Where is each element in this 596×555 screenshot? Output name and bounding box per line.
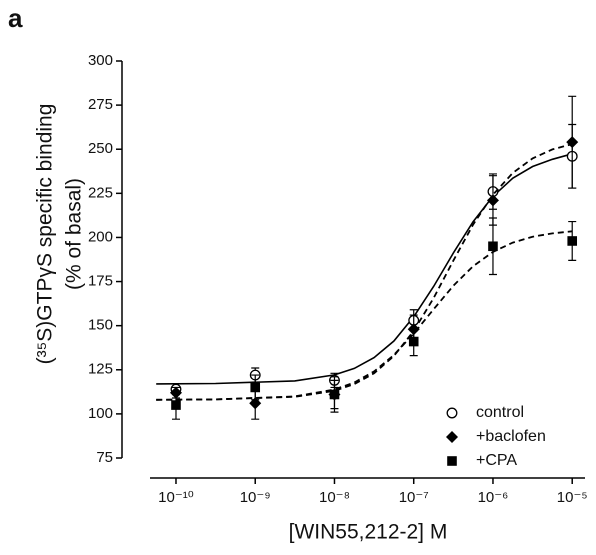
marker — [488, 241, 498, 252]
marker — [486, 194, 499, 207]
x-tick-label: 10⁻⁹ — [240, 489, 271, 506]
legend-label: control — [476, 404, 524, 421]
fit-curve — [156, 153, 573, 385]
x-tick-label: 10⁻¹⁰ — [158, 489, 194, 506]
x-axis-label: [WIN55,212-2] M — [289, 521, 448, 544]
fit-curve — [156, 230, 573, 401]
legend-label: +CPA — [476, 452, 517, 469]
marker — [329, 389, 340, 400]
fit-curve — [156, 143, 573, 401]
y-tick-label: 125 — [88, 361, 113, 378]
y-tick-label: 275 — [88, 96, 113, 113]
y-axis-label: (% of basal) — [63, 178, 86, 290]
legend-marker — [447, 456, 457, 466]
marker — [566, 136, 579, 149]
y-axis-label: (³⁵S)GTPγS specific binding — [34, 104, 57, 365]
marker — [408, 336, 419, 347]
y-tick-label: 225 — [88, 184, 113, 201]
legend-label: +baclofen — [476, 428, 546, 445]
y-tick-label: 300 — [88, 52, 113, 69]
x-tick-label: 10⁻⁸ — [319, 489, 350, 506]
marker — [171, 400, 181, 410]
legend-marker — [446, 431, 458, 443]
x-tick-label: 10⁻⁷ — [399, 489, 429, 506]
y-tick-label: 100 — [88, 405, 113, 422]
y-tick-label: 200 — [88, 228, 113, 245]
y-tick-label: 250 — [88, 140, 113, 157]
y-tick-label: 150 — [88, 317, 113, 334]
y-tick-label: 175 — [88, 273, 113, 290]
x-tick-label: 10⁻⁵ — [557, 489, 588, 506]
marker — [567, 236, 578, 246]
legend-marker — [446, 407, 458, 419]
y-tick-label: 75 — [96, 449, 113, 466]
x-tick-label: 10⁻⁶ — [478, 489, 509, 506]
marker — [250, 382, 261, 393]
panel-label: a — [8, 3, 23, 33]
